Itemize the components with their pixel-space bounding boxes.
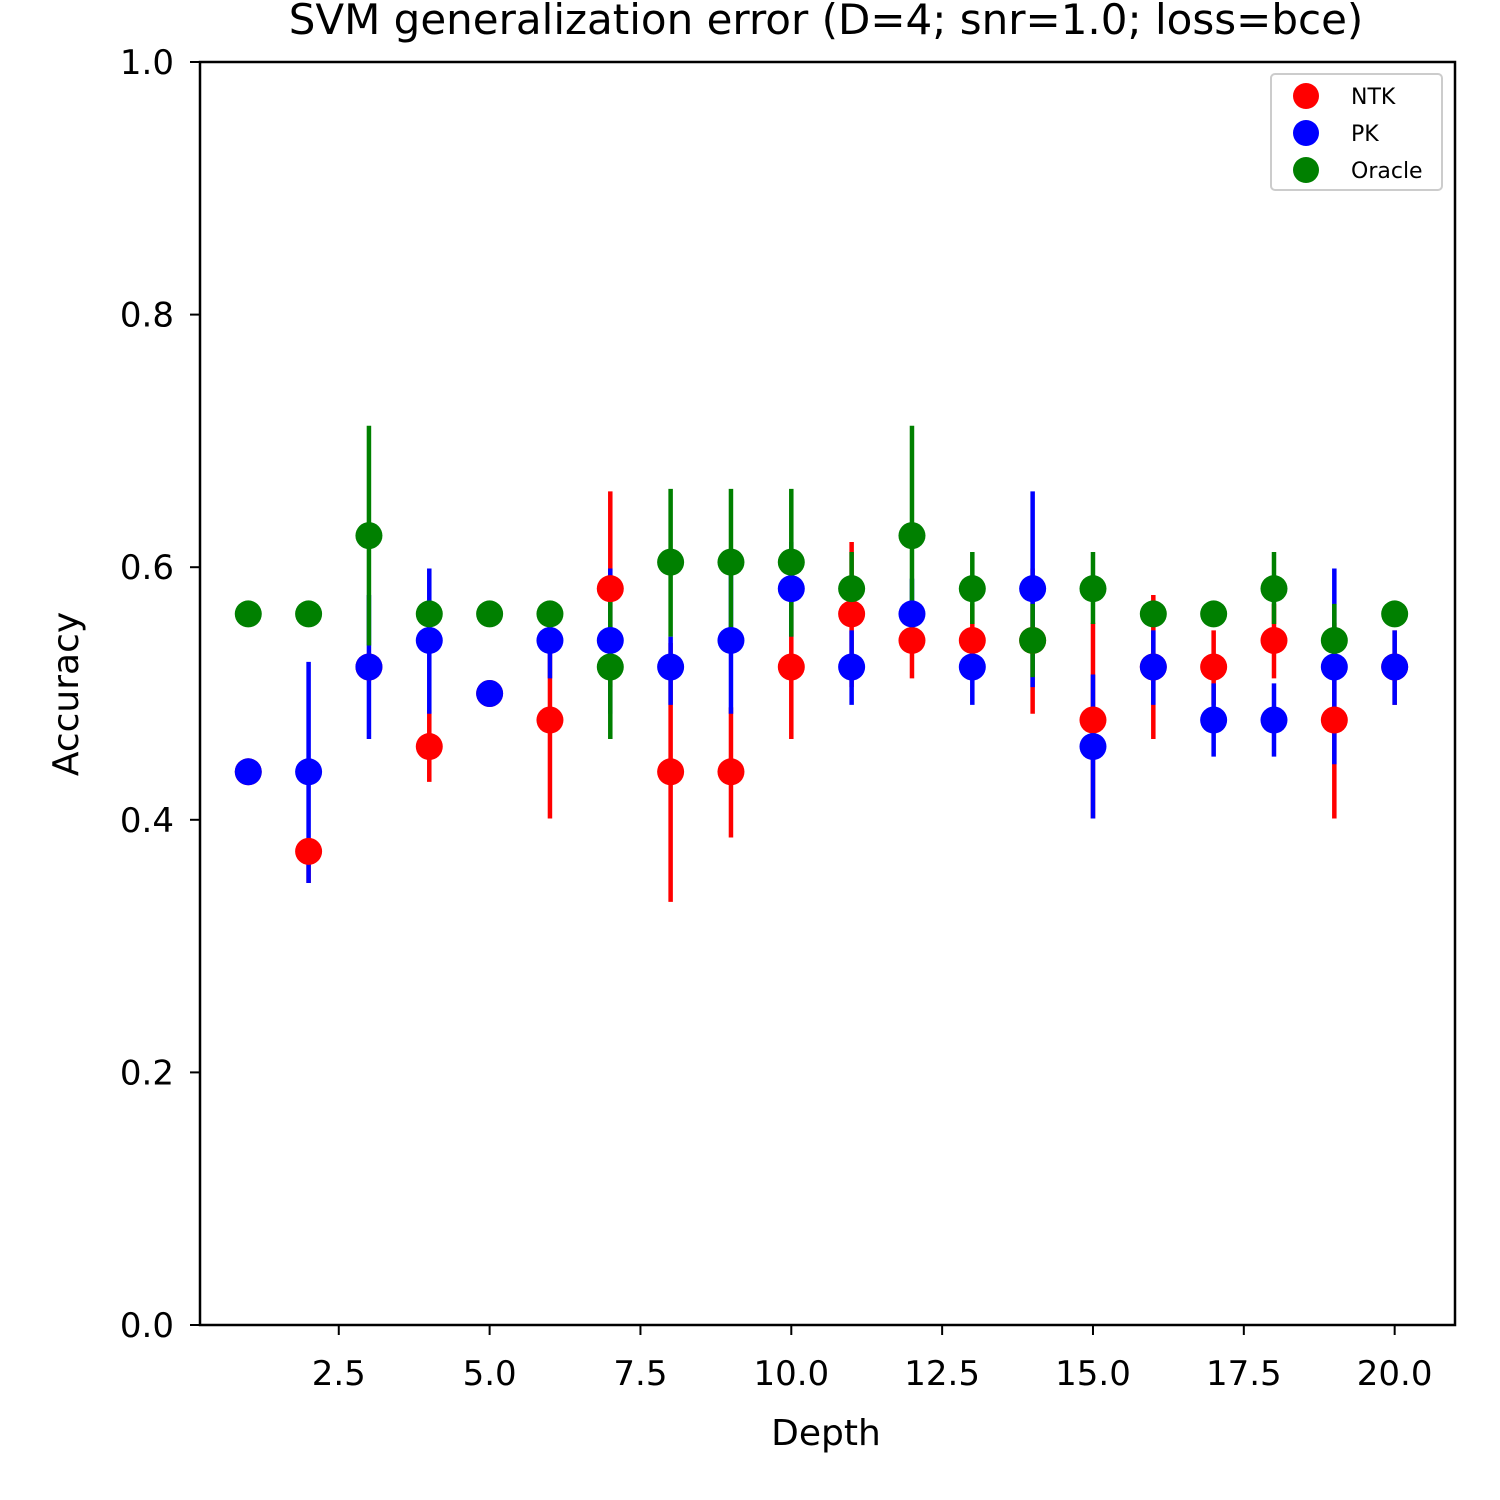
data-point-pk [1260, 706, 1288, 734]
data-point-pk [476, 680, 504, 707]
data-point-ntk [717, 758, 745, 786]
data-point-pk [355, 653, 383, 681]
x-tick-label: 5.0 [463, 1354, 517, 1394]
y-tick-label: 0.2 [120, 1053, 174, 1093]
data-point-oracle [295, 600, 323, 628]
data-point-oracle [958, 575, 986, 603]
legend-marker-ntk [1293, 83, 1319, 109]
data-point-ntk [898, 626, 926, 654]
y-tick-label: 0.4 [120, 801, 174, 841]
legend-marker-pk [1293, 120, 1319, 146]
x-tick-label: 17.5 [1206, 1354, 1282, 1394]
data-point-oracle [1260, 575, 1288, 603]
data-point-pk [898, 600, 926, 628]
legend: NTK PK Oracle [1270, 73, 1443, 191]
data-point-oracle [415, 600, 443, 628]
legend-label-pk: PK [1351, 122, 1379, 147]
data-point-pk [1381, 653, 1409, 681]
legend-label-ntk: NTK [1351, 85, 1396, 110]
data-point-pk [596, 626, 624, 654]
data-point-oracle [476, 600, 504, 628]
x-tick-label: 15.0 [1055, 1354, 1131, 1394]
data-point-ntk [415, 733, 443, 761]
chart-title: SVM generalization error (D=4; snr=1.0; … [289, 0, 1364, 44]
data-point-pk [838, 653, 866, 681]
data-point-pk [657, 653, 685, 681]
data-point-pk [234, 758, 262, 786]
legend-marker-oracle [1293, 157, 1319, 183]
data-point-oracle [596, 653, 624, 681]
data-point-oracle [1139, 600, 1167, 628]
data-point-oracle [657, 548, 685, 576]
data-point-oracle [1381, 600, 1409, 628]
data-point-ntk [295, 837, 323, 865]
data-point-pk [536, 626, 564, 654]
data-point-pk [1079, 733, 1107, 761]
data-point-pk [1320, 653, 1348, 681]
x-tick-label: 2.5 [312, 1354, 366, 1394]
data-point-ntk [536, 706, 564, 734]
x-tick-label: 20.0 [1357, 1354, 1433, 1394]
x-tick-label: 7.5 [613, 1354, 667, 1394]
y-tick-label: 0.8 [120, 296, 174, 336]
data-point-pk [415, 626, 443, 654]
data-point-pk [958, 653, 986, 681]
data-point-pk [717, 626, 745, 654]
y-axis-label: Accuracy [46, 612, 87, 776]
data-point-pk [295, 758, 323, 786]
data-point-oracle [777, 548, 805, 576]
legend-label-oracle: Oracle [1351, 159, 1423, 184]
y-tick-label: 1.0 [120, 43, 174, 83]
data-point-oracle [1320, 626, 1348, 654]
plot-frame [198, 60, 1457, 1327]
data-point-oracle [536, 600, 564, 628]
data-point-pk [1200, 706, 1228, 734]
data-point-oracle [1200, 600, 1228, 628]
data-point-ntk [777, 653, 805, 681]
data-point-ntk [1079, 706, 1107, 734]
data-point-oracle [838, 575, 866, 603]
data-point-ntk [596, 575, 624, 603]
x-tick-label: 12.5 [904, 1354, 980, 1394]
y-tick-label: 0.0 [120, 1306, 174, 1346]
data-point-oracle [1079, 575, 1107, 603]
x-axis-label: Depth [771, 1413, 881, 1454]
data-point-oracle [717, 548, 745, 576]
data-point-ntk [1200, 653, 1228, 681]
data-point-ntk [838, 600, 866, 628]
data-point-ntk [958, 626, 986, 654]
data-point-oracle [234, 600, 262, 628]
y-tick-label: 0.6 [120, 548, 174, 588]
data-point-oracle [1019, 626, 1047, 654]
data-point-oracle [355, 522, 383, 550]
data-point-ntk [657, 758, 685, 786]
data-point-pk [777, 575, 805, 603]
data-point-oracle [898, 522, 926, 550]
data-point-pk [1019, 575, 1047, 603]
data-point-pk [1139, 653, 1167, 681]
data-point-ntk [1320, 706, 1348, 734]
data-point-ntk [1260, 626, 1288, 654]
x-tick-label: 10.0 [753, 1354, 829, 1394]
